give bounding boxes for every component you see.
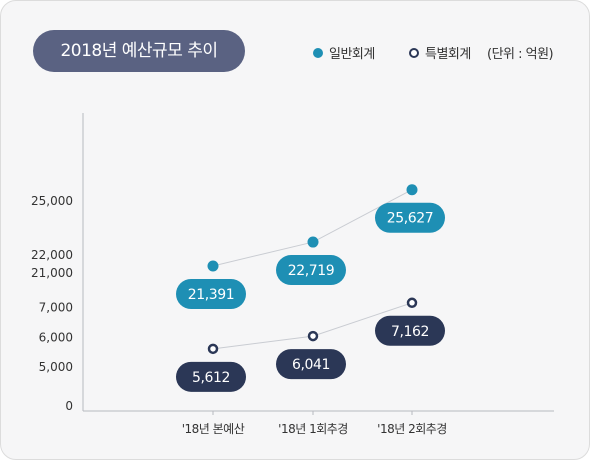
data-label-pill xyxy=(176,278,246,309)
legend-general-label: 일반회계 xyxy=(329,47,375,62)
legend-general-dot-icon xyxy=(313,47,323,58)
x-tick-label: '18년 본예산 xyxy=(182,422,245,436)
data-label-pill xyxy=(375,202,445,233)
data-label: 21,391 xyxy=(188,287,235,303)
legend-item-general: 일반회계 xyxy=(313,43,375,62)
y-tick-label: 22,000 xyxy=(31,248,73,262)
x-tick-label: '18년 2회추경 xyxy=(377,422,447,436)
data-point xyxy=(406,297,418,309)
data-label: 6,041 xyxy=(292,357,330,373)
data-point xyxy=(207,260,219,272)
chart-title: 2018년 예산규모 추이 xyxy=(33,30,245,72)
data-label-pill xyxy=(276,349,346,380)
y-tick-label: 6,000 xyxy=(39,330,73,344)
data-point xyxy=(207,343,219,355)
legend-special-ring-icon xyxy=(409,47,419,58)
data-label: 5,612 xyxy=(192,370,230,386)
y-tick-label: 0 xyxy=(65,399,73,413)
data-label-pill xyxy=(176,361,246,392)
data-label-pill xyxy=(276,255,346,286)
legend-special-label: 특별회계 xyxy=(425,47,471,62)
y-tick-label: 7,000 xyxy=(39,301,73,315)
unit-label: (단위 : 억원) xyxy=(487,47,554,62)
data-label: 25,627 xyxy=(387,211,434,227)
legend-item-special: 특별회계 xyxy=(409,43,471,62)
data-label: 7,162 xyxy=(391,324,429,340)
y-tick-label: 5,000 xyxy=(39,360,73,374)
data-label: 22,719 xyxy=(288,263,335,279)
x-tick-label: '18년 1회추경 xyxy=(278,422,348,436)
data-point xyxy=(307,236,319,248)
data-point xyxy=(406,184,418,196)
data-point xyxy=(307,330,319,342)
y-tick-label: 21,000 xyxy=(31,266,73,280)
y-tick-label: 25,000 xyxy=(31,194,73,208)
data-label-pill xyxy=(375,315,445,346)
